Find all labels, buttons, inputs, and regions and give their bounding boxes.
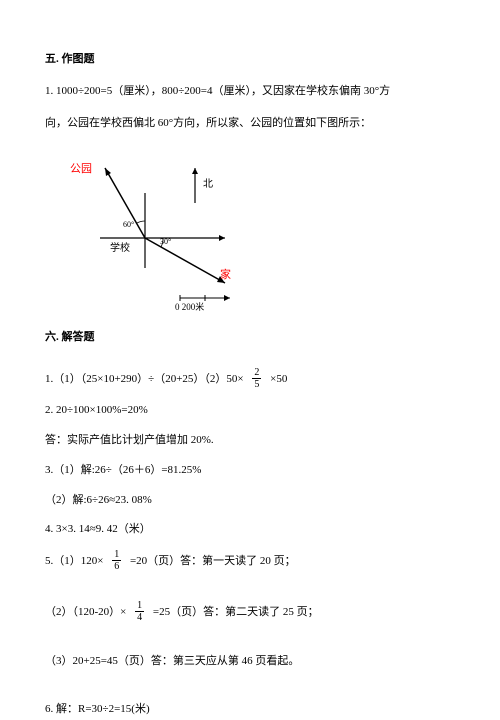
- fraction-1-4: 1 4: [135, 600, 144, 623]
- fraction-1-6: 1 6: [112, 549, 121, 572]
- answer-2b: 答：实际产值比计划产值增加 20%.: [45, 431, 455, 451]
- answer-6: 6. 解：R=30÷2=15(米): [45, 700, 455, 720]
- angle30-label: 30°: [160, 235, 171, 249]
- section6-title: 六. 解答题: [45, 328, 455, 348]
- answer-4: 4. 3×3. 14≈9. 42（米）: [45, 520, 455, 540]
- answer-3a: 3.（1）解:26÷（26＋6）=81.25%: [45, 461, 455, 481]
- fraction-2-5: 2 5: [252, 367, 261, 390]
- diagram: 公园 北 60° 30° 学校 家 0 200米: [75, 148, 275, 308]
- answer-5b-part1: （2）（120-20）×: [45, 606, 126, 618]
- answer-1-part1: 1.（1）（25×10+290）÷（20+25）（2）50×: [45, 373, 244, 385]
- answer-3b: （2）解:6÷26≈23. 08%: [45, 491, 455, 511]
- problem1-line2: 向，公园在学校西偏北 60°方向，所以家、公园的位置如下图所示：: [45, 114, 455, 134]
- answer-5a-part1: 5.（1）120×: [45, 555, 103, 567]
- answer-1: 1.（1）（25×10+290）÷（20+25）（2）50× 2 5 ×50: [45, 368, 455, 391]
- answer-2: 2. 20÷100×100%=20%: [45, 401, 455, 421]
- park-label: 公园: [70, 160, 92, 180]
- answer-1-part2: ×50: [270, 373, 287, 385]
- answer-5a-part2: =20（页）答：第一天读了 20 页；: [130, 555, 296, 567]
- answer-5b: （2）（120-20）× 1 4 =25（页）答：第二天读了 25 页；: [45, 601, 455, 624]
- home-label: 家: [220, 266, 231, 286]
- answer-5b-part2: =25（页）答：第二天读了 25 页；: [153, 606, 319, 618]
- north-label: 北: [203, 176, 213, 194]
- school-label: 学校: [110, 240, 130, 258]
- problem1-line1: 1. 1000÷200=5（厘米），800÷200=4（厘米），又因家在学校东偏…: [45, 82, 455, 102]
- answer-5c: （3）20+25=45（页）答：第三天应从第 46 页看起。: [45, 652, 455, 672]
- angle60-label: 60°: [123, 218, 134, 232]
- scale-label: 0 200米: [175, 299, 204, 315]
- answer-5a: 5.（1）120× 1 6 =20（页）答：第一天读了 20 页；: [45, 550, 455, 573]
- section5-title: 五. 作图题: [45, 50, 455, 70]
